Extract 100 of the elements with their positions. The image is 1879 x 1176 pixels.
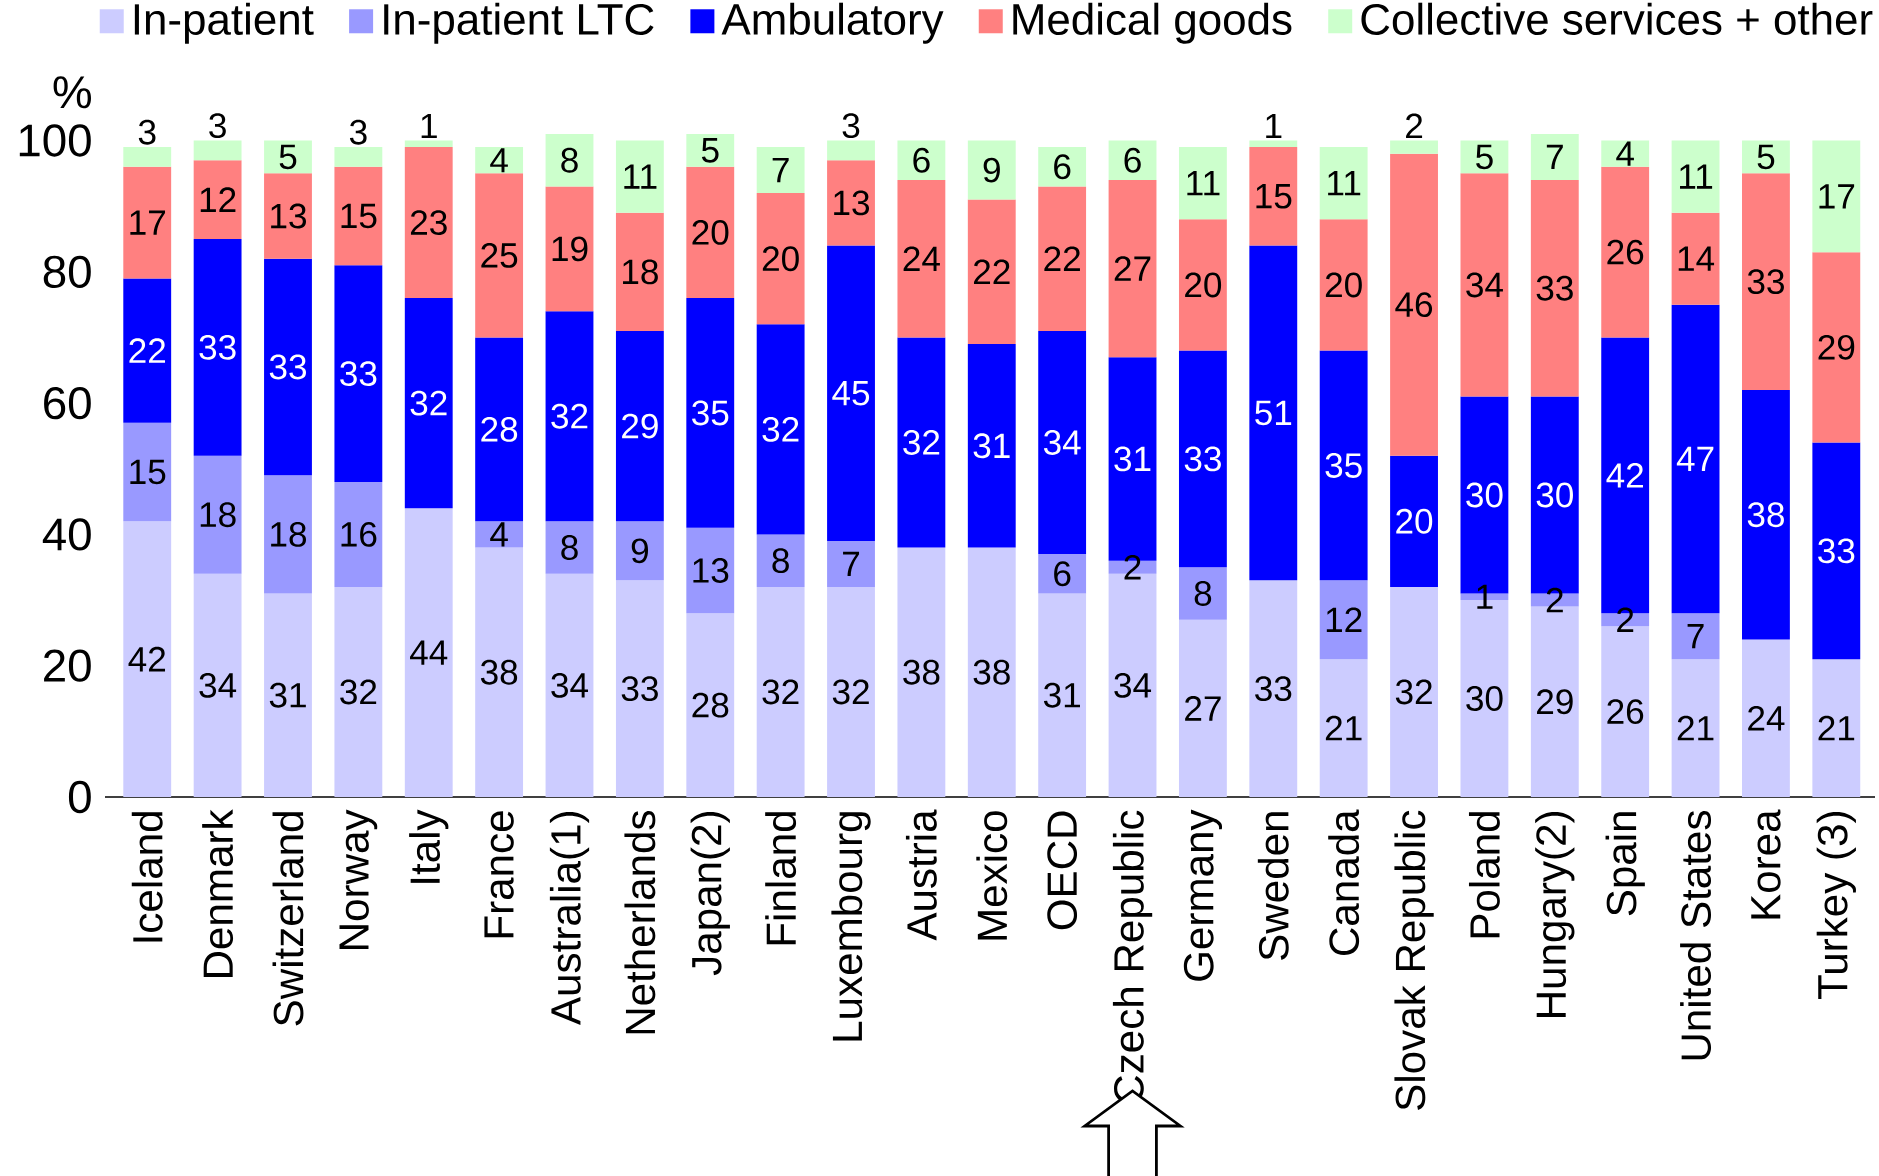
data-label: 44 [410, 640, 448, 665]
data-label: 29 [1818, 334, 1855, 360]
data-label: 4 [490, 148, 508, 173]
x-tick-label: Canada [1328, 809, 1360, 955]
bar [264, 173, 312, 259]
data-label: 11 [1328, 171, 1361, 196]
data-label: 5 [1757, 144, 1775, 170]
data-label: 6 [1054, 154, 1071, 180]
data-label: 34 [199, 672, 237, 698]
bar [404, 298, 453, 509]
data-label: 20 [1396, 508, 1433, 534]
x-tick-label: United States [1680, 810, 1712, 1060]
bar [1178, 147, 1227, 220]
bar [1812, 140, 1861, 253]
data-label: 20 [1325, 272, 1362, 298]
x-tick-label: Sweden [1257, 812, 1289, 960]
bar [1319, 580, 1368, 660]
data-label: 21 [1325, 715, 1362, 741]
x-tick-label: Iceland [131, 812, 163, 942]
x-tick-label: Germany [1183, 809, 1223, 981]
bar [1812, 659, 1861, 797]
bar [545, 573, 594, 797]
data-label: 12 [1326, 607, 1362, 633]
bar [264, 593, 312, 797]
bar [827, 245, 875, 541]
bar [334, 586, 383, 797]
bar [1742, 173, 1790, 390]
data-label: 33 [1818, 538, 1855, 564]
bar [827, 160, 875, 246]
x-tick-label: Slovak Republic [1394, 810, 1434, 1110]
data-label: 32 [551, 403, 588, 429]
bar [756, 586, 805, 797]
bar [334, 481, 383, 587]
bar [897, 547, 946, 797]
data-label: 24 [903, 246, 940, 271]
bar [1390, 455, 1438, 587]
y-tick-label: 80 [43, 255, 91, 288]
data-label: 38 [1747, 502, 1784, 528]
x-tick-label: Austria [905, 809, 937, 941]
bar [615, 140, 664, 213]
bar [193, 160, 242, 240]
data-label: 3 [349, 119, 367, 145]
bar [1038, 186, 1087, 331]
y-tick-label: 100 [19, 124, 91, 157]
bar [1108, 179, 1157, 358]
x-tick-label: Luxembourg [831, 812, 871, 1041]
bar [1319, 219, 1368, 351]
data-label: 9 [983, 157, 1000, 183]
data-label: 30 [1466, 482, 1503, 508]
bar [967, 547, 1016, 797]
data-label: 28 [692, 692, 729, 718]
bar [1319, 659, 1368, 797]
data-label: 24 [1748, 705, 1785, 731]
legend-label: Collective services + other [1361, 2, 1873, 35]
bar [756, 534, 805, 587]
data-label: 32 [832, 679, 869, 705]
data-label: 20 [762, 246, 799, 272]
data-label: 27 [1114, 256, 1151, 281]
data-label: 13 [693, 558, 729, 583]
data-label: 32 [1395, 679, 1432, 705]
bar [1319, 350, 1368, 581]
data-label: 4 [1616, 141, 1634, 166]
data-label: 15 [341, 203, 377, 229]
bar [756, 324, 805, 535]
bar [1460, 173, 1509, 397]
x-tick-label: Poland [1468, 812, 1500, 938]
data-label: 11 [624, 164, 657, 189]
bar [1178, 350, 1227, 568]
y-tick-label: 40 [42, 518, 91, 551]
data-label: 6 [1054, 561, 1071, 587]
bar [1038, 330, 1087, 555]
bar [1178, 567, 1227, 620]
data-label: 6 [913, 147, 930, 173]
data-label: 29 [1537, 689, 1573, 715]
bar [1038, 147, 1087, 187]
bar [193, 573, 242, 797]
bar [123, 422, 172, 522]
data-label: 14 [1678, 246, 1715, 271]
data-label: 1 [421, 113, 437, 139]
bar [1038, 554, 1087, 594]
data-label: 34 [1114, 672, 1152, 698]
x-tick-label: Spain [1605, 812, 1645, 916]
data-label: 21 [1677, 715, 1714, 741]
bar [1178, 619, 1227, 797]
bar [475, 337, 524, 522]
data-label: 47 [1676, 446, 1714, 472]
data-label: 26 [1607, 239, 1644, 265]
legend-label: In-patient [134, 2, 314, 44]
bar [1671, 304, 1720, 614]
data-label: 33 [621, 676, 658, 702]
y-axis-title: % [53, 76, 91, 109]
data-label: 9 [631, 538, 649, 564]
x-tick-label: Norway [339, 809, 378, 949]
bar [264, 475, 312, 594]
data-label: 35 [692, 400, 729, 426]
x-tick-label: Finland [765, 812, 797, 945]
bar [404, 140, 453, 148]
data-label: 33 [269, 354, 307, 380]
data-label: 38 [973, 659, 1010, 685]
bar [1812, 252, 1861, 443]
